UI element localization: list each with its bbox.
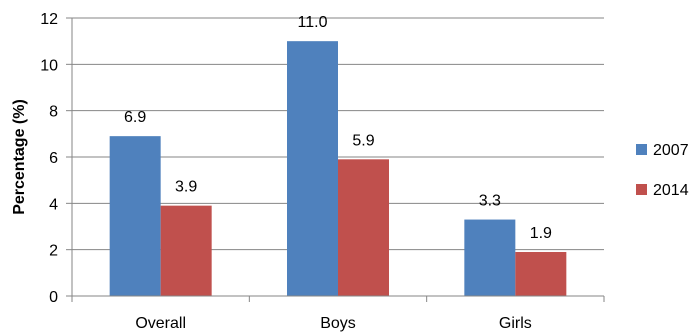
y-tick-label: 2 — [49, 243, 58, 260]
x-tick-label: Overall — [135, 315, 186, 332]
bars — [109, 41, 567, 296]
data-label: 1.9 — [530, 225, 552, 242]
bar-2014-overall — [160, 205, 212, 296]
legend-label-2014: 2014 — [653, 182, 689, 199]
data-labels: 6.9 3.9 11.0 5.9 3.3 1.9 — [124, 14, 552, 242]
x-tick-label: Boys — [320, 315, 356, 332]
bar-2014-boys — [338, 159, 389, 296]
y-axis-title: Percentage (%) — [11, 99, 28, 215]
y-tick-label: 6 — [49, 150, 58, 167]
y-tick-label: 8 — [49, 104, 58, 121]
legend-swatch-2014 — [636, 184, 647, 195]
y-tick-label: 12 — [40, 11, 58, 28]
legend: 2007 2014 — [636, 142, 689, 199]
data-label: 5.9 — [352, 132, 374, 149]
data-label: 3.3 — [479, 193, 501, 210]
bar-2007-boys — [287, 41, 338, 296]
legend-swatch-2007 — [636, 144, 647, 155]
y-tick-label: 10 — [40, 57, 58, 74]
bar-2007-girls — [464, 219, 516, 296]
y-tick-label: 0 — [49, 289, 58, 306]
bar-2014-girls — [515, 251, 567, 296]
axes — [66, 17, 605, 302]
y-tick-labels: 0 2 4 6 8 10 12 — [40, 11, 58, 306]
bar-2007-overall — [109, 136, 161, 296]
data-label: 11.0 — [298, 14, 328, 31]
y-tick-label: 4 — [49, 196, 58, 213]
x-tick-labels: Overall Boys Girls — [135, 315, 531, 332]
data-label: 6.9 — [124, 109, 146, 126]
data-label: 3.9 — [175, 179, 197, 196]
x-tick-label: Girls — [499, 315, 532, 332]
legend-label-2007: 2007 — [653, 142, 689, 159]
